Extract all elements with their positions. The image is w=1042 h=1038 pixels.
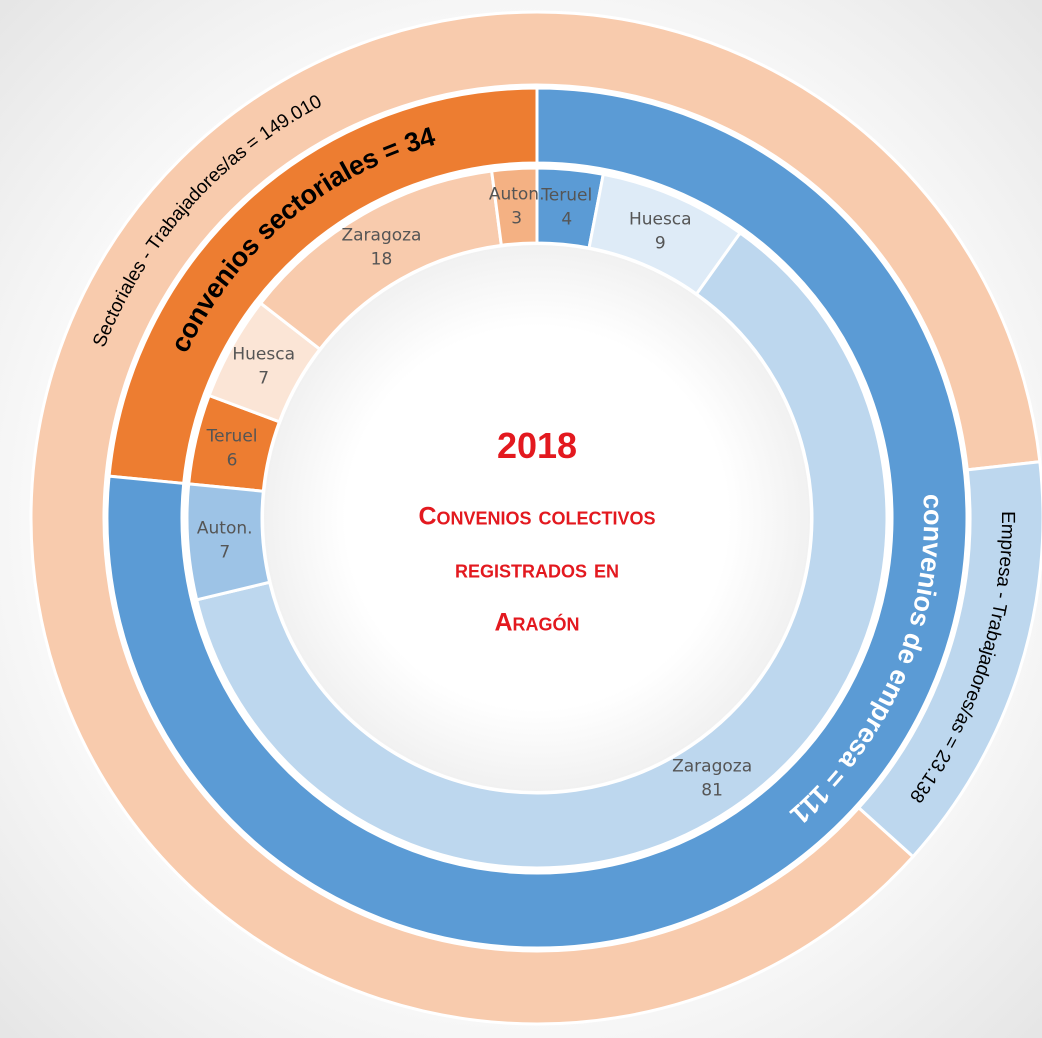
outer-segment bbox=[29, 10, 1042, 1026]
ring-segment bbox=[105, 86, 969, 950]
inner-segment bbox=[194, 230, 889, 870]
center-hole bbox=[264, 245, 810, 791]
inner-value-label: 81 bbox=[701, 780, 723, 800]
inner-category-label: Auton. bbox=[489, 185, 545, 205]
rings bbox=[29, 10, 1042, 1026]
inner-value-label: 4 bbox=[561, 209, 572, 229]
inner-category-label: Teruel bbox=[540, 185, 592, 205]
inner-category-label: Zaragoza bbox=[341, 225, 421, 245]
inner-value-label: 18 bbox=[371, 249, 393, 269]
chart-subtitle: registrados en bbox=[455, 556, 619, 584]
chart-subtitle: Aragón bbox=[494, 609, 579, 637]
outer-segment bbox=[856, 460, 1042, 859]
chart-title: 2018 bbox=[497, 425, 577, 466]
chart-subtitle: Convenios colectivos bbox=[418, 503, 655, 531]
inner-value-label: 7 bbox=[258, 368, 269, 388]
inner-segment bbox=[185, 482, 272, 602]
inner-value-label: 6 bbox=[227, 450, 238, 470]
inner-category-label: Auton. bbox=[197, 519, 253, 539]
inner-category-label: Teruel bbox=[206, 426, 258, 446]
inner-value-label: 9 bbox=[655, 233, 666, 253]
inner-value-label: 7 bbox=[219, 543, 230, 563]
inner-category-label: Huesca bbox=[232, 344, 295, 364]
inner-category-label: Huesca bbox=[629, 209, 692, 229]
inner-segment bbox=[489, 166, 539, 248]
inner-category-label: Zaragoza bbox=[672, 756, 752, 776]
inner-value-label: 3 bbox=[511, 209, 522, 229]
